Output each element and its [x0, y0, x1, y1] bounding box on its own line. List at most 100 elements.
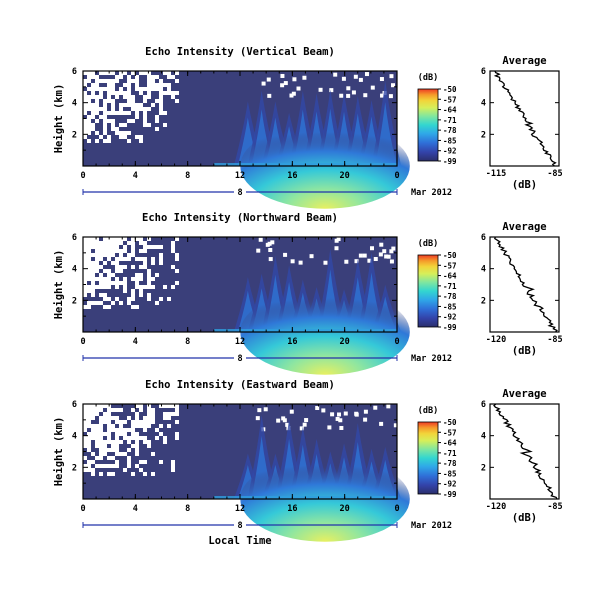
missing-data-cell [103, 87, 107, 91]
missing-data-cell [147, 297, 151, 301]
missing-data-cell [107, 464, 111, 468]
missing-data-cell [155, 83, 159, 87]
y-tick-label: 4 [72, 265, 77, 275]
missing-data-cell [163, 412, 167, 416]
missing-data-cell [91, 265, 95, 269]
missing-data-cell [99, 249, 103, 253]
y-tick-label: 6 [72, 233, 77, 243]
missing-data-cell [87, 253, 91, 257]
missing-data-cell [119, 420, 123, 424]
missing-data-cell [115, 444, 119, 448]
missing-data-cell [99, 87, 103, 91]
missing-data-cell [87, 460, 91, 464]
avg-y-tick-label: 4 [481, 432, 486, 442]
colorbar-tick-label: -57 [443, 261, 457, 270]
missing-data-cell [87, 448, 91, 452]
missing-data-cell [171, 460, 175, 464]
missing-data-cell [151, 285, 155, 289]
missing-data-cell [131, 253, 135, 257]
missing-data-cell [139, 273, 143, 277]
missing-data-cell [147, 75, 151, 79]
missing-data-cell [107, 95, 111, 99]
missing-data-cell [91, 408, 95, 412]
missing-data-cell [115, 79, 119, 83]
missing-data-cell [127, 79, 131, 83]
missing-data-cell [103, 71, 107, 75]
missing-data-cell [159, 460, 163, 464]
missing-data-cell [91, 412, 95, 416]
missing-data-cell [263, 407, 268, 412]
missing-data-cell [87, 249, 91, 253]
missing-data-cell [115, 127, 119, 131]
missing-data-cell [87, 289, 91, 293]
missing-data-cell [167, 404, 171, 408]
missing-data-cell [103, 139, 107, 143]
missing-data-cell [107, 91, 111, 95]
missing-data-cell [119, 87, 123, 91]
missing-data-cell [267, 241, 272, 246]
missing-data-cell [155, 245, 159, 249]
missing-data-cell [99, 115, 103, 119]
missing-data-cell [103, 297, 107, 301]
missing-data-cell [91, 91, 95, 95]
missing-data-cell [99, 285, 103, 289]
missing-data-cell [107, 432, 111, 436]
missing-data-cell [143, 87, 147, 91]
missing-data-cell [135, 281, 139, 285]
missing-data-cell [163, 404, 167, 408]
missing-data-cell [143, 472, 147, 476]
missing-data-cell [115, 432, 119, 436]
missing-data-cell [107, 412, 111, 416]
missing-data-cell [95, 119, 99, 123]
missing-data-cell [83, 281, 87, 285]
missing-data-cell [91, 460, 95, 464]
x-tick-label: 20 [340, 504, 350, 514]
missing-data-cell [127, 95, 131, 99]
colorbar-tick-label: -92 [443, 147, 457, 156]
missing-data-cell [175, 404, 179, 408]
panel-title: Echo Intensity (Northward Beam) [142, 212, 338, 224]
missing-data-cell [103, 416, 107, 420]
missing-data-cell [131, 241, 135, 245]
missing-data-cell [151, 408, 155, 412]
missing-data-cell [119, 107, 123, 111]
avg-y-tick-label: 6 [481, 67, 486, 77]
missing-data-cell [155, 273, 159, 277]
missing-data-cell [151, 257, 155, 261]
missing-data-cell [87, 440, 91, 444]
missing-data-cell [175, 269, 179, 273]
missing-data-cell [83, 408, 87, 412]
missing-data-cell [135, 285, 139, 289]
missing-data-cell [127, 139, 131, 143]
missing-data-cell [123, 123, 127, 127]
missing-data-cell [379, 242, 384, 247]
missing-data-cell [91, 289, 95, 293]
missing-data-cell [363, 417, 368, 422]
missing-data-cell [119, 301, 123, 305]
missing-data-cell [155, 119, 159, 123]
missing-data-cell [87, 277, 91, 281]
missing-data-cell [123, 131, 127, 135]
missing-data-cell [139, 293, 143, 297]
missing-data-cell [111, 103, 115, 107]
missing-data-cell [147, 416, 151, 420]
missing-data-cell [115, 452, 119, 456]
missing-data-cell [334, 246, 339, 251]
missing-data-cell [119, 75, 123, 79]
missing-data-cell [290, 259, 295, 264]
missing-data-cell [139, 404, 143, 408]
missing-data-cell [147, 440, 151, 444]
missing-data-cell [115, 440, 119, 444]
missing-data-cell [87, 468, 91, 472]
missing-data-cell [351, 90, 356, 95]
missing-data-cell [393, 423, 398, 428]
missing-data-cell [131, 420, 135, 424]
missing-data-cell [99, 135, 103, 139]
missing-data-cell [135, 432, 139, 436]
colorbar-tick-label: -64 [443, 272, 457, 281]
x-axis-label: Local Time [208, 535, 271, 547]
colorbar-tick-label: -85 [443, 302, 457, 311]
missing-data-cell [155, 75, 159, 79]
missing-data-cell [91, 75, 95, 79]
missing-data-cell [323, 260, 328, 265]
